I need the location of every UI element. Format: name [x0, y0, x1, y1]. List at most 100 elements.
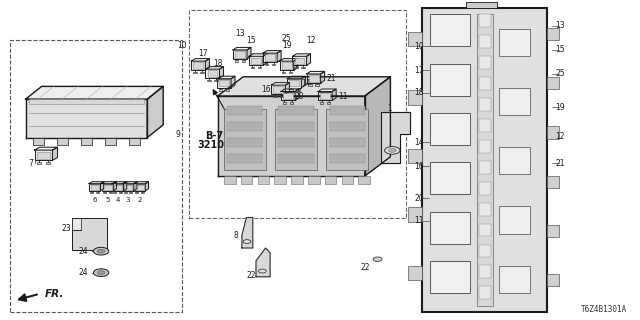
Polygon shape: [263, 54, 267, 65]
Polygon shape: [318, 89, 336, 92]
Polygon shape: [26, 99, 147, 138]
Polygon shape: [287, 76, 305, 79]
Text: 16: 16: [260, 85, 271, 94]
Bar: [37, 152, 50, 159]
Bar: [109, 192, 112, 193]
Text: 11: 11: [414, 216, 424, 225]
Text: 19: 19: [282, 41, 292, 50]
Bar: [330, 106, 365, 115]
Text: 3: 3: [125, 197, 131, 203]
Text: 20: 20: [294, 92, 305, 100]
Bar: [265, 64, 268, 65]
Bar: [287, 79, 301, 88]
Bar: [273, 96, 276, 97]
Bar: [547, 274, 559, 286]
Bar: [466, 2, 497, 8]
Text: 11: 11: [339, 92, 348, 100]
Bar: [283, 93, 293, 99]
Polygon shape: [217, 76, 235, 79]
Polygon shape: [263, 51, 281, 53]
Bar: [290, 102, 293, 104]
Bar: [289, 89, 292, 91]
Text: 14: 14: [301, 79, 311, 88]
Polygon shape: [112, 182, 127, 184]
Bar: [278, 106, 314, 115]
Bar: [233, 50, 247, 59]
Bar: [89, 184, 100, 191]
Text: 21: 21: [327, 74, 336, 83]
Polygon shape: [124, 182, 127, 191]
Bar: [227, 154, 262, 163]
Bar: [326, 109, 368, 170]
Bar: [241, 176, 252, 184]
Bar: [124, 192, 127, 193]
Circle shape: [373, 257, 382, 261]
Bar: [422, 8, 547, 312]
Bar: [430, 14, 470, 46]
Polygon shape: [231, 76, 235, 88]
Text: 15: 15: [246, 36, 256, 45]
Text: 9: 9: [175, 130, 180, 139]
Bar: [318, 92, 332, 100]
Text: 18: 18: [414, 88, 424, 97]
Bar: [282, 62, 292, 69]
Polygon shape: [220, 67, 223, 78]
Bar: [46, 162, 50, 164]
Text: 6: 6: [92, 197, 97, 203]
Polygon shape: [35, 147, 58, 150]
Bar: [37, 162, 41, 164]
Text: 17: 17: [198, 49, 208, 58]
Bar: [547, 126, 559, 139]
Polygon shape: [281, 89, 299, 92]
Bar: [499, 266, 530, 293]
Bar: [280, 61, 294, 70]
Bar: [207, 70, 218, 77]
Bar: [113, 192, 116, 193]
Bar: [124, 185, 132, 190]
Text: 2: 2: [138, 197, 141, 203]
Bar: [193, 62, 204, 69]
Polygon shape: [307, 71, 324, 74]
Bar: [103, 192, 106, 193]
Bar: [219, 80, 229, 86]
Bar: [330, 122, 365, 131]
Polygon shape: [122, 182, 137, 184]
Bar: [251, 67, 254, 68]
Text: 19: 19: [556, 103, 565, 112]
Bar: [291, 176, 303, 184]
Bar: [479, 98, 491, 111]
Polygon shape: [294, 59, 298, 70]
Bar: [193, 72, 196, 73]
Bar: [72, 218, 81, 230]
Polygon shape: [249, 54, 267, 56]
Bar: [227, 138, 262, 147]
Bar: [141, 192, 144, 193]
Bar: [479, 266, 491, 278]
Text: 32100: 32100: [198, 140, 231, 150]
Bar: [280, 96, 284, 97]
Circle shape: [259, 269, 266, 273]
Bar: [320, 102, 323, 104]
Text: 22: 22: [360, 263, 369, 272]
Polygon shape: [218, 77, 390, 96]
Bar: [342, 176, 353, 184]
Circle shape: [97, 271, 105, 275]
Text: 8: 8: [233, 231, 238, 240]
Bar: [33, 138, 44, 145]
Bar: [129, 138, 140, 145]
Bar: [479, 140, 491, 153]
Bar: [57, 138, 68, 145]
Bar: [289, 80, 300, 86]
Bar: [91, 185, 99, 190]
Polygon shape: [102, 182, 116, 184]
Bar: [275, 176, 286, 184]
Bar: [214, 80, 218, 81]
Bar: [136, 185, 143, 190]
Bar: [330, 138, 365, 147]
Polygon shape: [307, 54, 310, 65]
Text: 12: 12: [556, 132, 565, 140]
Text: 13: 13: [235, 29, 245, 38]
Polygon shape: [332, 89, 336, 100]
Bar: [308, 176, 319, 184]
Bar: [316, 84, 319, 86]
